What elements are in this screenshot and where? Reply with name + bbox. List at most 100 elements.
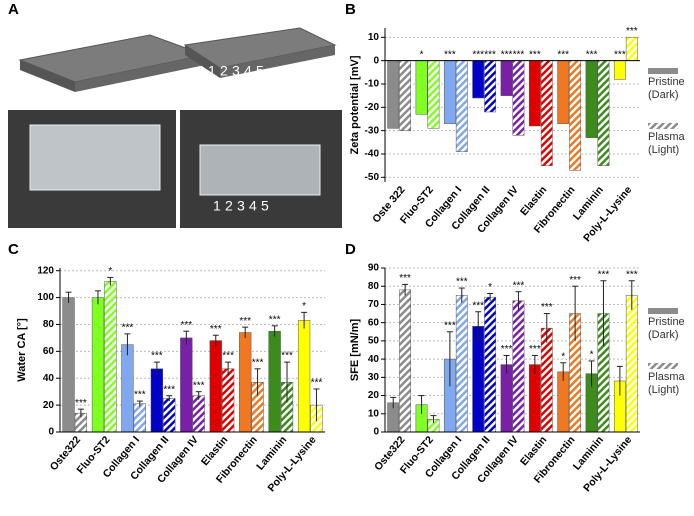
significance: *** bbox=[444, 320, 456, 331]
bar bbox=[239, 332, 252, 433]
y-tick-label: 50 bbox=[368, 336, 380, 347]
slot-number: 1 bbox=[208, 63, 216, 79]
y-tick-label: 0 bbox=[48, 427, 54, 438]
bar bbox=[443, 60, 456, 124]
y-tick-label: 20 bbox=[43, 400, 55, 411]
significance: *** bbox=[281, 351, 293, 362]
bar bbox=[512, 60, 525, 136]
y-tick-label: 70 bbox=[368, 299, 380, 310]
legend-swatch bbox=[648, 68, 678, 74]
tray-side bbox=[75, 55, 205, 92]
y-tick-label: 40 bbox=[43, 373, 55, 384]
bar bbox=[91, 297, 105, 433]
y-tick-label: 0 bbox=[373, 55, 379, 66]
y-tick-label: 10 bbox=[368, 32, 380, 43]
tray-side bbox=[185, 45, 220, 78]
significance: *** bbox=[269, 314, 281, 325]
panel-label: D bbox=[345, 241, 356, 258]
bar bbox=[625, 37, 638, 61]
significance: * bbox=[590, 350, 594, 361]
y-tick-label: -10 bbox=[365, 79, 380, 90]
y-tick-label: -20 bbox=[365, 102, 380, 113]
bar bbox=[625, 295, 638, 433]
significance: *** bbox=[529, 49, 541, 60]
legend-swatch bbox=[648, 308, 678, 314]
significance: *** bbox=[501, 49, 513, 60]
bar bbox=[387, 60, 400, 129]
y-axis-title: SFE [mN/m] bbox=[349, 318, 361, 381]
y-tick-label: 30 bbox=[368, 372, 380, 383]
legend-label: Pristine (Dark) bbox=[648, 76, 685, 101]
bar bbox=[104, 281, 117, 433]
bar bbox=[455, 60, 468, 152]
significance: *** bbox=[484, 49, 496, 60]
y-tick-label: 60 bbox=[43, 346, 55, 357]
y-tick-label: 40 bbox=[368, 354, 380, 365]
bar bbox=[221, 368, 235, 433]
bar bbox=[585, 60, 598, 138]
significance: *** bbox=[569, 275, 581, 286]
slot-number: 2 bbox=[225, 198, 233, 214]
legend-swatch bbox=[648, 363, 678, 369]
bar bbox=[500, 60, 513, 96]
panel-label: C bbox=[8, 241, 19, 258]
panel-label: B bbox=[345, 1, 356, 18]
bar bbox=[484, 296, 497, 433]
bar bbox=[415, 60, 428, 115]
significance: *** bbox=[252, 357, 264, 368]
y-tick-label: 80 bbox=[368, 281, 380, 292]
bar bbox=[484, 60, 497, 113]
bar bbox=[180, 337, 193, 433]
bar bbox=[268, 330, 281, 433]
significance: *** bbox=[472, 49, 484, 60]
bar bbox=[472, 60, 485, 99]
y-tick-label: 0 bbox=[373, 427, 379, 438]
slot-number: 1 bbox=[213, 198, 221, 214]
significance: *** bbox=[239, 316, 251, 327]
significance: *** bbox=[180, 320, 192, 331]
significance: *** bbox=[626, 269, 638, 280]
significance: *** bbox=[75, 398, 87, 409]
significance: *** bbox=[501, 344, 513, 355]
bar bbox=[133, 403, 146, 433]
legend-text: Plasma (Light) bbox=[648, 371, 685, 396]
bar bbox=[427, 60, 440, 129]
bar bbox=[528, 364, 541, 433]
bar bbox=[192, 395, 205, 433]
bar bbox=[472, 326, 485, 433]
bar bbox=[455, 295, 468, 433]
bar bbox=[121, 344, 134, 433]
y-tick-label: 120 bbox=[37, 265, 54, 276]
slot-number: 4 bbox=[249, 198, 257, 214]
bar bbox=[540, 60, 553, 166]
panel-a: A bbox=[8, 1, 342, 228]
significance: *** bbox=[529, 344, 541, 355]
bar bbox=[399, 289, 412, 433]
y-axis-title: Zeta potential [mV] bbox=[349, 55, 361, 154]
y-tick-label: 20 bbox=[368, 390, 380, 401]
legend-label: Plasma (Light) bbox=[648, 131, 685, 156]
slot-number: 5 bbox=[256, 63, 264, 79]
y-tick-label: -40 bbox=[365, 149, 380, 160]
significance: *** bbox=[444, 49, 456, 60]
significance: * bbox=[302, 301, 306, 312]
slot-number: 3 bbox=[237, 198, 245, 214]
bar bbox=[557, 60, 570, 124]
bar bbox=[500, 364, 513, 433]
significance: *** bbox=[122, 323, 134, 334]
y-tick-label: 10 bbox=[368, 408, 380, 419]
panel-label: A bbox=[8, 1, 19, 18]
significance: *** bbox=[399, 273, 411, 284]
tray-side bbox=[20, 60, 75, 92]
significance: *** bbox=[472, 300, 484, 311]
bar bbox=[597, 60, 610, 166]
bar bbox=[528, 60, 541, 127]
plate bbox=[29, 124, 161, 191]
slot-number: 5 bbox=[261, 198, 269, 214]
slot-number: 3 bbox=[232, 63, 240, 79]
significance: *** bbox=[586, 49, 598, 60]
bar bbox=[399, 60, 412, 131]
significance: *** bbox=[134, 390, 146, 401]
significance: *** bbox=[311, 378, 323, 389]
significance: *** bbox=[210, 324, 222, 335]
